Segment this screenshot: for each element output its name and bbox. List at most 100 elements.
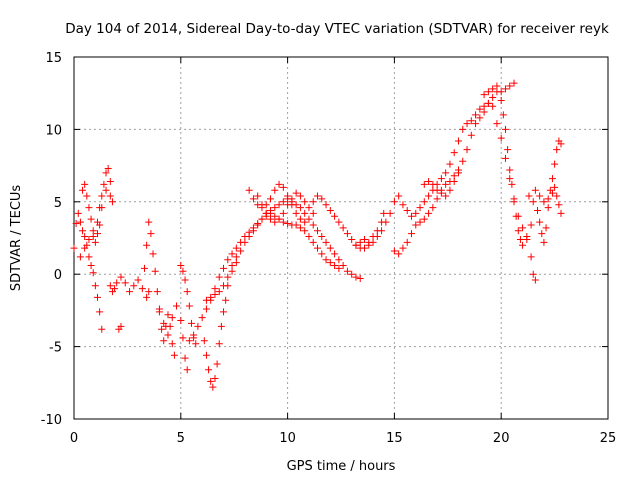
series-s7 [155, 302, 191, 374]
data-point [81, 180, 89, 188]
data-point [339, 224, 347, 232]
data-point [164, 331, 172, 339]
data-point [416, 218, 424, 226]
y-axis-label: SDTVAR / TECUs [9, 185, 24, 292]
data-point [181, 354, 189, 362]
data-point [356, 238, 364, 246]
data-point [527, 253, 535, 261]
data-point [222, 296, 230, 304]
y-tick-label: -10 [41, 413, 62, 428]
data-point [147, 230, 155, 238]
data-point [292, 209, 300, 217]
data-point [104, 164, 112, 172]
data-point [279, 198, 287, 206]
data-point [121, 279, 129, 287]
data-point [433, 186, 441, 194]
data-point [217, 322, 225, 330]
x-tick-label: 25 [600, 431, 617, 446]
data-point [369, 233, 377, 241]
data-point [258, 201, 266, 209]
data-point [548, 175, 556, 183]
data-point [425, 178, 433, 186]
data-point [117, 322, 125, 330]
data-point [279, 209, 287, 217]
data-point [181, 276, 189, 284]
data-point [343, 267, 351, 275]
data-point [106, 192, 114, 200]
data-point [489, 85, 497, 93]
data-point [93, 230, 101, 238]
series-s18 [420, 169, 462, 200]
data-point [292, 189, 300, 197]
data-point [501, 154, 509, 162]
data-point [454, 169, 462, 177]
data-point [177, 317, 185, 325]
data-point [442, 169, 450, 177]
data-point [224, 273, 232, 281]
data-point [480, 108, 488, 116]
data-point [224, 256, 232, 264]
data-point [525, 192, 533, 200]
data-point [267, 215, 275, 223]
series-s8 [177, 262, 200, 348]
data-point [245, 228, 253, 236]
data-point [497, 96, 505, 104]
data-point [202, 296, 210, 304]
data-point [160, 319, 168, 327]
data-point [76, 218, 84, 226]
series-s11 [202, 209, 343, 304]
data-point [301, 218, 309, 226]
data-point [407, 230, 415, 238]
data-point [390, 247, 398, 255]
x-tick-labels: 0 5 10 15 20 25 [70, 431, 616, 446]
data-point [309, 209, 317, 217]
data-point [529, 270, 537, 278]
data-point [98, 325, 106, 333]
data-point [202, 351, 210, 359]
data-point [76, 253, 84, 261]
data-point [476, 105, 484, 113]
data-point [205, 366, 213, 374]
data-point [271, 204, 279, 212]
data-point [514, 227, 522, 235]
data-point [117, 273, 125, 281]
data-point [198, 314, 206, 322]
data-point [249, 195, 257, 203]
data-point [215, 288, 223, 296]
data-point [403, 206, 411, 214]
data-point [284, 192, 292, 200]
data-point [194, 322, 202, 330]
data-point [284, 201, 292, 209]
data-point [318, 250, 326, 258]
data-point [516, 235, 524, 243]
data-point [437, 189, 445, 197]
data-point [185, 302, 193, 310]
data-point [262, 209, 270, 217]
data-point [98, 192, 106, 200]
series-s17 [390, 82, 535, 258]
data-point [145, 218, 153, 226]
data-point [326, 259, 334, 267]
data-point [420, 180, 428, 188]
data-point [183, 366, 191, 374]
data-point [168, 340, 176, 348]
data-point [467, 131, 475, 139]
series-s19 [480, 88, 539, 284]
data-point [215, 340, 223, 348]
data-point [232, 259, 240, 267]
data-point [386, 209, 394, 217]
data-point [228, 250, 236, 258]
data-point [309, 198, 317, 206]
data-point [111, 285, 119, 293]
series-s9 [185, 253, 240, 345]
x-tick-label: 10 [279, 431, 296, 446]
data-point [305, 233, 313, 241]
data-point [454, 137, 462, 145]
data-point [215, 273, 223, 281]
data-point [237, 238, 245, 246]
data-point [519, 224, 527, 232]
data-point [378, 218, 386, 226]
data-point [102, 169, 110, 177]
data-point [81, 233, 89, 241]
